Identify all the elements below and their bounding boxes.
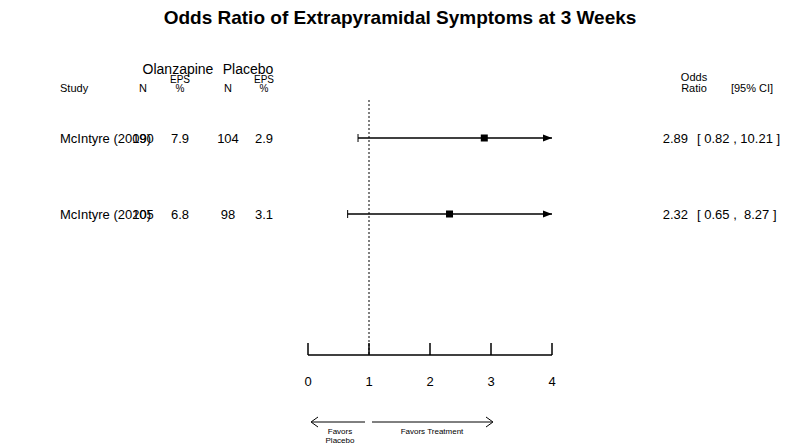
favors-arrow: [312, 422, 365, 423]
x-tick-label: 0: [304, 374, 311, 389]
ci-arrow: [543, 211, 552, 218]
x-tick-label: 2: [426, 374, 433, 389]
ci-arrow: [543, 135, 552, 142]
cell: 205: [132, 207, 154, 222]
cell: 6.8: [171, 207, 189, 222]
point-estimate: [481, 135, 488, 142]
column-header: OddsRatio: [681, 71, 708, 94]
cell: 104: [217, 131, 239, 146]
column-header: EPS%: [170, 74, 190, 94]
value-label: 2.32: [663, 207, 688, 222]
annotation: Favors Treatment: [401, 427, 464, 436]
x-tick: [307, 343, 309, 355]
favors-arrow: [372, 422, 492, 423]
x-tick: [490, 343, 492, 355]
marks: [348, 134, 552, 218]
x-tick: [551, 343, 553, 355]
annotation: FavorsPlacebo: [326, 427, 355, 445]
value-label: 2.89: [663, 131, 688, 146]
ci-label: [ 0.65 , 8.27 ]: [697, 207, 777, 222]
cell: 98: [221, 207, 235, 222]
column-header: N: [139, 82, 147, 94]
cell: 7.9: [171, 131, 189, 146]
column-header: EPS%: [254, 74, 274, 94]
ci-cap: [347, 210, 348, 218]
favors-arrowhead: [486, 417, 493, 427]
chart: Odds Ratio of Extrapyramidal Symptoms at…: [0, 0, 800, 445]
column-header: Study: [60, 82, 89, 94]
ci-label: [ 0.82 , 10.21 ]: [697, 131, 780, 146]
ci-line: [358, 137, 552, 138]
point-estimate: [446, 211, 453, 218]
ci-cap: [358, 134, 359, 142]
favors-arrowhead: [311, 417, 318, 427]
column-header: N: [224, 82, 232, 94]
x-tick: [429, 343, 431, 355]
cell: 2.9: [255, 131, 273, 146]
x-tick-label: 4: [548, 374, 555, 389]
title: Odds Ratio of Extrapyramidal Symptoms at…: [164, 7, 637, 28]
x-tick: [368, 343, 370, 355]
column-header: [95% CI]: [731, 82, 773, 94]
x-tick-label: 1: [365, 374, 372, 389]
cell: 3.1: [255, 207, 273, 222]
cell: 190: [132, 131, 154, 146]
x-tick-label: 3: [487, 374, 494, 389]
